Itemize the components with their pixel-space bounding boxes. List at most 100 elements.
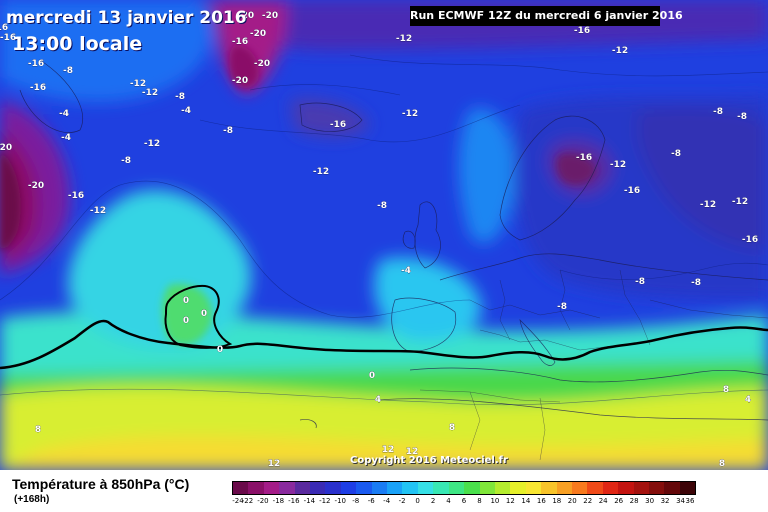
field-zone-russia xyxy=(636,108,768,251)
field-zone-warm-atlantic xyxy=(162,284,213,346)
coast-iceland xyxy=(299,102,363,132)
legend-swatch xyxy=(571,482,588,494)
temperature-value-label: -12 xyxy=(610,160,626,170)
legend-swatch xyxy=(310,482,326,494)
isotherm-4 xyxy=(559,262,768,280)
temperature-field xyxy=(0,0,768,470)
temperature-value-label: 8 xyxy=(723,385,729,395)
legend-tick-label: 16 xyxy=(536,497,546,505)
forecast-date: mercredi 13 janvier 2016 xyxy=(6,8,247,28)
temperature-value-label: 0 xyxy=(217,345,223,355)
legend-tick-label: 8 xyxy=(477,497,482,505)
temperature-value-label: -12 xyxy=(90,206,106,216)
coast-canary xyxy=(299,419,317,429)
border-9 xyxy=(539,397,546,461)
temperature-value-label: -20 xyxy=(254,59,270,69)
temperature-value-label: -8 xyxy=(557,302,567,312)
temperature-value-label: -4 xyxy=(401,266,411,276)
legend-tick-label: -12 xyxy=(319,497,331,505)
temperature-value-label: -16 xyxy=(68,191,84,201)
legend-tick-label: -4 xyxy=(383,497,391,505)
legend-swatch xyxy=(371,482,388,494)
temperature-value-label: -8 xyxy=(713,107,723,117)
temperature-value-label: -20 xyxy=(232,76,248,86)
legend-tick-label: -8 xyxy=(352,497,360,505)
temperature-value-label: -16 xyxy=(30,83,46,93)
map-title: Température à 850hPa (°C) xyxy=(12,476,190,492)
temperature-value-label: -12 xyxy=(130,79,146,89)
legend-swatch xyxy=(648,482,665,494)
isotherm-6 xyxy=(249,84,401,96)
temperature-map: -20 -20 -20 -16 -20 -20 -16 -16 -16 -16 -8 -4 -8 -4 -1… xyxy=(0,0,768,470)
legend-tick-label: 32 xyxy=(660,497,670,505)
coast-italy xyxy=(519,318,556,366)
legend-color-bar xyxy=(232,481,696,495)
border-1 xyxy=(469,299,601,319)
legend-swatch xyxy=(587,482,603,494)
legend-tick-label: -16 xyxy=(288,497,300,505)
temperature-value-label: 8 xyxy=(35,425,41,435)
temperature-value-label: -8 xyxy=(635,277,645,287)
field-zone-northsea xyxy=(458,108,516,244)
legend-swatch xyxy=(433,482,449,494)
legend-swatch xyxy=(664,482,680,494)
temperature-value-label: -16 xyxy=(330,120,346,130)
legend-tick-label: 30 xyxy=(645,497,655,505)
temperature-value-label: 8 xyxy=(449,423,455,433)
legend-swatch xyxy=(633,482,649,494)
temperature-value-label: 0 xyxy=(201,309,207,319)
legend-tick-label: 24 xyxy=(598,497,608,505)
temperature-value-label: -20 xyxy=(250,29,266,39)
legend-tick-label: -20 xyxy=(257,497,269,505)
temperature-value-label: 8 xyxy=(719,459,725,469)
legend-swatch xyxy=(479,482,495,494)
legend-swatch xyxy=(602,482,619,494)
zero-isotherm-line xyxy=(0,319,768,370)
temperature-value-label: -12 xyxy=(396,34,412,44)
forecast-lead-time: (+168h) xyxy=(14,494,50,505)
legend-swatch xyxy=(525,482,542,494)
field-zone-iceland xyxy=(290,98,370,137)
legend-tick-label: -18 xyxy=(272,497,285,505)
temperature-value-label: 0 xyxy=(183,316,189,326)
temperature-labels: -20 -20 -20 -16 -20 -20 -16 -16 -16 -16 -8 -4 -8 -4 -1… xyxy=(0,11,758,469)
temperature-value-label: -12 xyxy=(313,167,329,177)
borders xyxy=(419,269,768,461)
temperature-value-label: -4 xyxy=(181,106,191,116)
temperature-value-label: -12 xyxy=(144,139,160,149)
isotherm-1 xyxy=(0,180,471,318)
forecast-time: 13:00 locale xyxy=(12,33,143,55)
legend-tick-label: 0 xyxy=(415,497,420,505)
temperature-value-label: -8 xyxy=(377,201,387,211)
coast-scandinavia xyxy=(499,115,606,241)
temperature-value-label: -16 xyxy=(742,235,758,245)
legend-tick-label: 12 xyxy=(505,497,515,505)
field-zone-warmest xyxy=(0,435,768,470)
legend-swatch xyxy=(356,482,372,494)
temperature-value-label: -8 xyxy=(63,66,73,76)
legend-tick-label: -14 xyxy=(303,497,316,505)
temperature-value-label: -12 xyxy=(700,200,716,210)
legend-tick-label: 26 xyxy=(614,497,624,505)
map-footer: Température à 850hPa (°C) (+168h) -24 -22… xyxy=(0,470,768,512)
legend-tick-label: 36 xyxy=(685,497,695,505)
legend-swatch xyxy=(448,482,465,494)
coast-ireland xyxy=(402,230,416,249)
legend-tick-label: 18 xyxy=(552,497,562,505)
temperature-value-label: -20 xyxy=(0,143,12,153)
temperature-value-label: -8 xyxy=(691,278,701,288)
legend-swatch xyxy=(387,482,403,494)
legend-tick-label: 4 xyxy=(446,497,451,505)
legend-swatch xyxy=(248,482,264,494)
border-3 xyxy=(499,279,511,341)
temperature-value-label: -16 xyxy=(574,26,590,36)
temperature-value-label: -20 xyxy=(262,11,278,21)
legend-swatch xyxy=(294,482,311,494)
isotherm-5 xyxy=(0,388,768,406)
field-zone-finland-core xyxy=(556,153,596,185)
temperature-value-label: 0 xyxy=(183,296,189,306)
legend-swatch xyxy=(510,482,526,494)
legend-tick-label: 34 xyxy=(676,497,685,505)
legend-tick-label: 10 xyxy=(490,497,500,505)
legend-swatch xyxy=(402,482,418,494)
